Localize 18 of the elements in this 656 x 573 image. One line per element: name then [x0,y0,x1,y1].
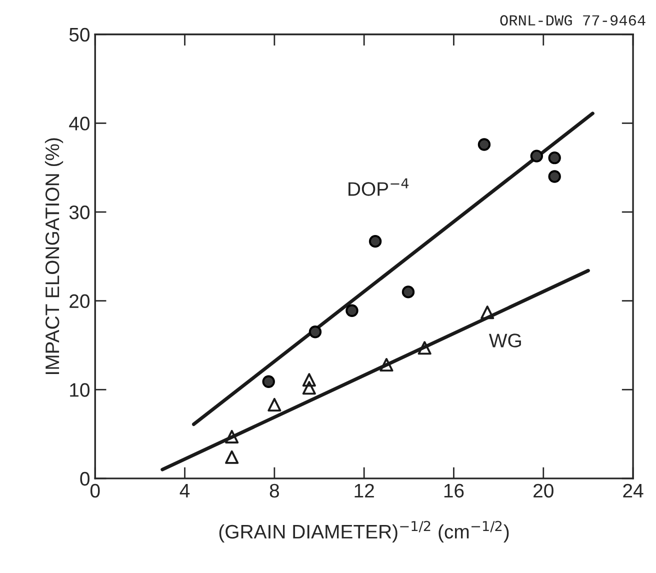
y-tick-label: 0 [80,472,90,486]
x-axis-title: (GRAIN DIAMETER)$^{−1/2}$ (cm$^{−1/2}$) [219,520,509,542]
y-tick-label: 50 [69,28,90,42]
x-tick-label: 16 [444,484,464,498]
x-tick-label: 12 [354,484,374,498]
x-tick-label: 4 [180,484,190,498]
text: DOP$^{−4}$ [348,178,409,196]
x-tick-label: 20 [534,484,554,498]
x-tick-label: 8 [270,484,279,498]
x-tick-label: 24 [623,484,644,498]
y-tick-label: 20 [70,294,90,308]
y-tick-label: 10 [70,383,90,397]
y-tick-label: 40 [69,116,90,130]
y-tick-label: 30 [69,205,90,220]
x-tick-label: 0 [90,484,100,498]
series-label: WG [488,334,521,348]
y-axis-title: IMPACT ELONGATION (%) [44,138,64,374]
text: ORNL-DWG 77-9464 [500,15,646,26]
